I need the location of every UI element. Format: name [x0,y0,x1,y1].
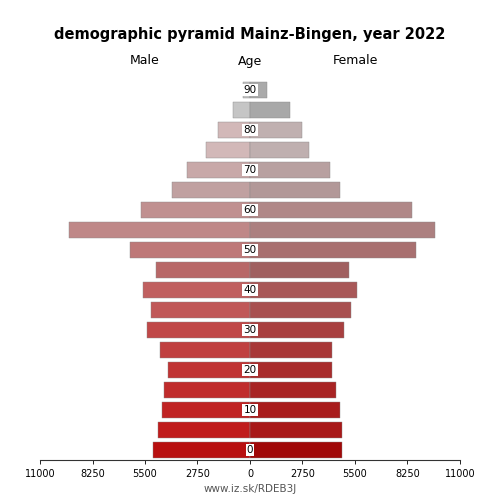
Bar [172,182,250,198]
Text: 70: 70 [244,165,256,175]
Text: 40: 40 [244,285,256,295]
Bar [150,302,250,318]
Bar [250,382,336,398]
Bar [250,422,342,438]
Bar [158,422,250,438]
Bar [130,242,250,258]
Bar [218,122,250,138]
Bar [250,142,309,158]
Bar [250,402,340,418]
Bar [160,342,250,358]
Bar [152,442,250,458]
Text: 90: 90 [244,85,256,95]
Bar [233,102,250,118]
Bar [156,262,250,278]
Bar [168,362,250,378]
Text: 80: 80 [244,125,256,135]
Bar [250,222,435,238]
Bar [68,222,250,238]
Bar [250,242,416,258]
Text: 30: 30 [244,325,256,335]
Bar [206,142,250,158]
Bar [162,402,250,418]
Bar [250,442,342,458]
Bar [250,82,267,98]
Bar [244,82,250,98]
Bar [147,322,250,338]
Bar [250,262,350,278]
Bar [141,202,250,218]
Bar [143,282,250,298]
Bar [250,102,290,118]
Text: demographic pyramid Mainz-Bingen, year 2022: demographic pyramid Mainz-Bingen, year 2… [54,28,446,42]
Bar [250,182,340,198]
Bar [164,382,250,398]
Text: Male: Male [130,54,160,68]
Text: 0: 0 [246,445,253,455]
Text: 20: 20 [244,365,256,375]
Bar [250,322,344,338]
Bar [250,202,412,218]
Bar [250,302,351,318]
Text: 50: 50 [244,245,256,255]
Text: 10: 10 [244,405,256,415]
Bar [187,162,250,178]
Text: Age: Age [238,54,262,68]
Bar [250,122,302,138]
Text: www.iz.sk/RDEB3J: www.iz.sk/RDEB3J [204,484,296,494]
Bar [250,342,332,358]
Text: Female: Female [332,54,378,68]
Text: 60: 60 [244,205,256,215]
Bar [250,282,357,298]
Bar [250,362,332,378]
Bar [250,162,330,178]
